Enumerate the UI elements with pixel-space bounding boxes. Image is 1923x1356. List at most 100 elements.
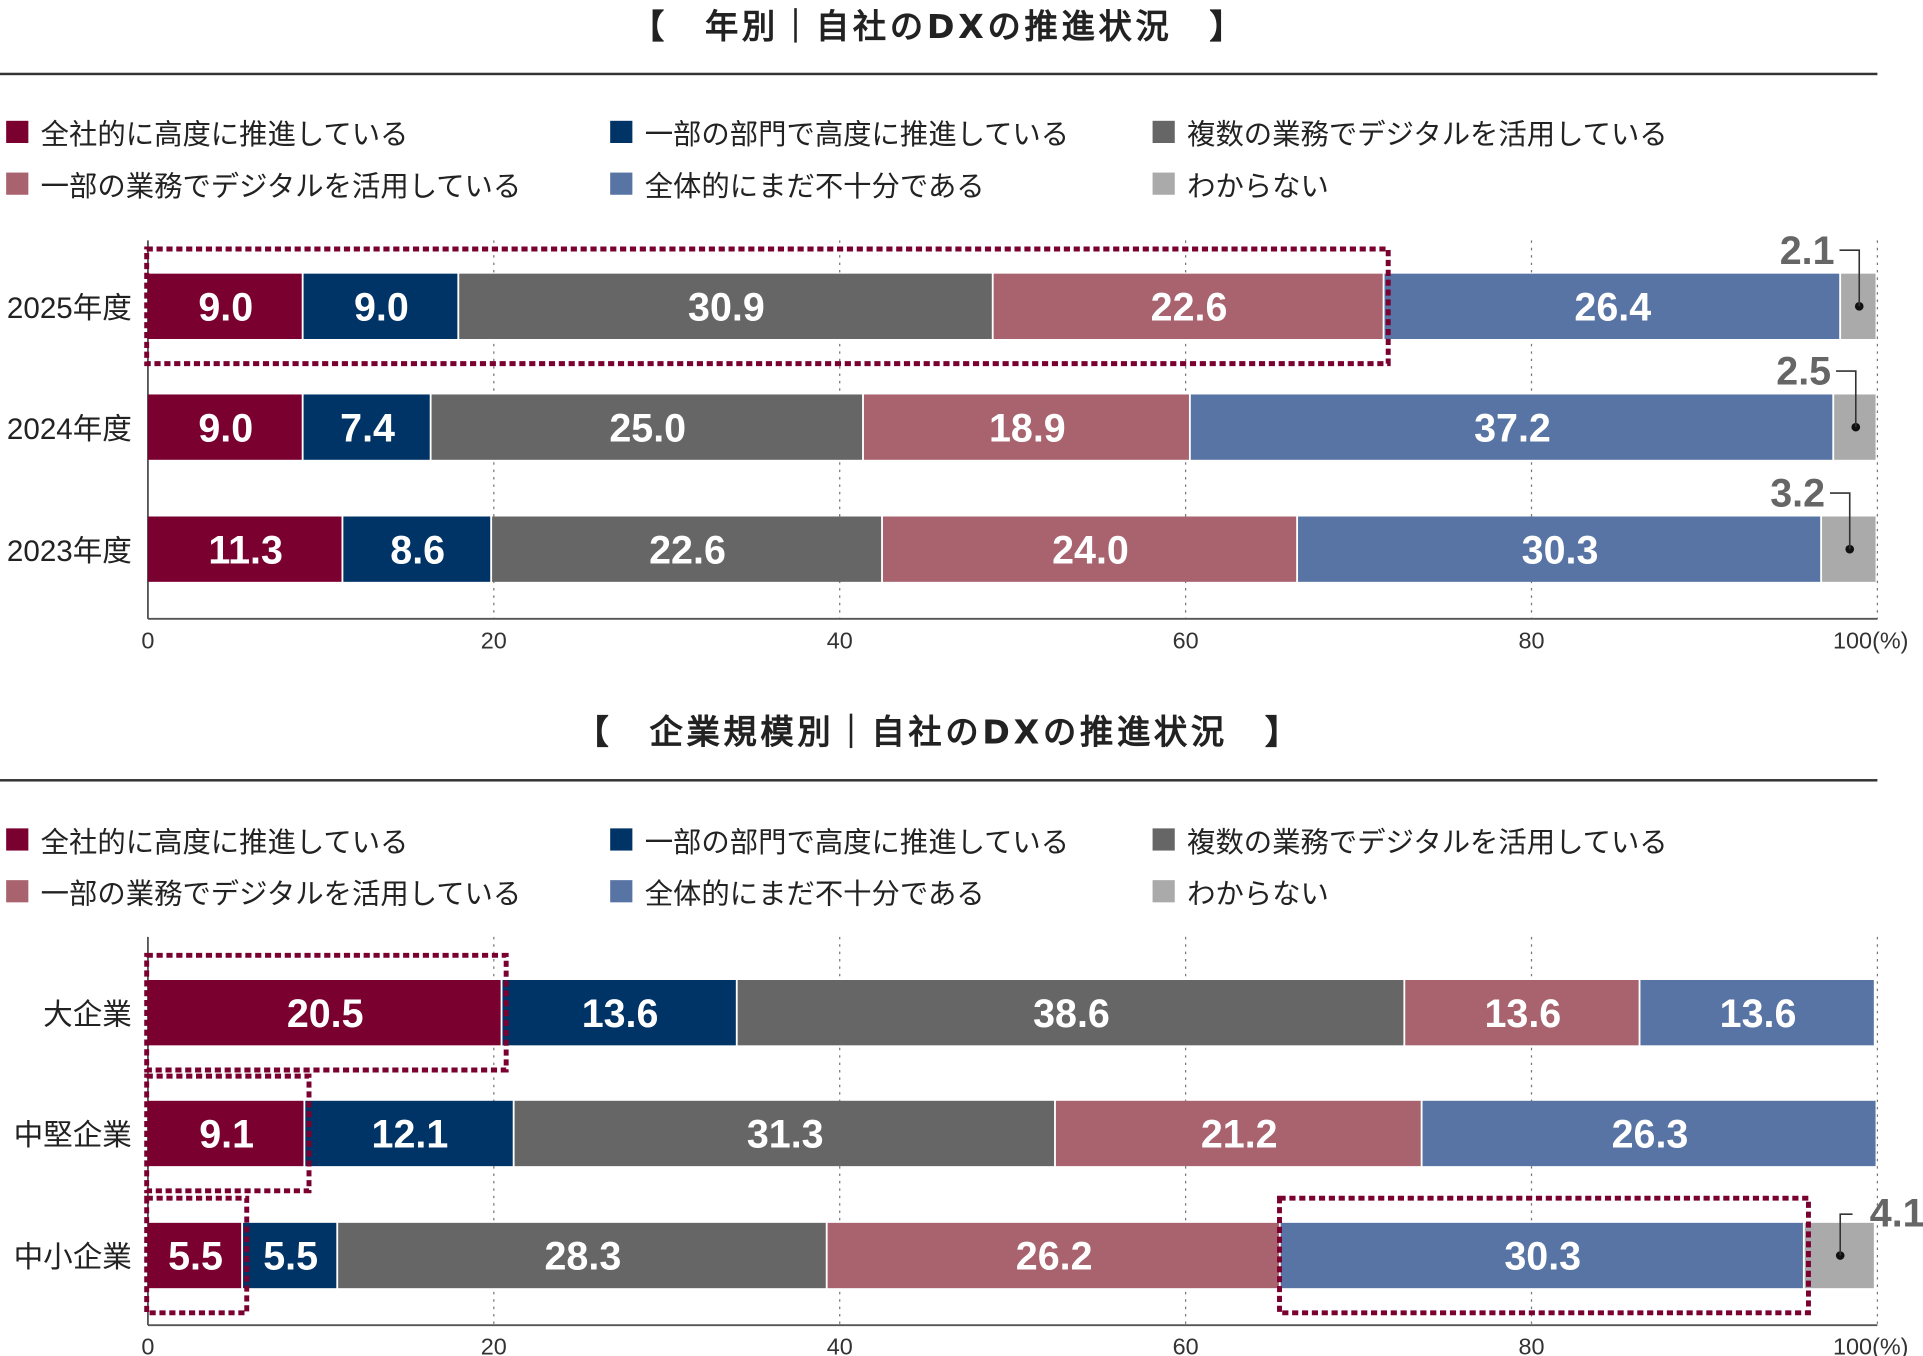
data-label: 22.6 xyxy=(649,528,726,572)
leader-line xyxy=(1839,249,1861,307)
legend-swatch xyxy=(610,120,633,143)
legend-swatch xyxy=(1152,828,1175,851)
category-label: 2024年度 xyxy=(7,413,132,446)
data-label: 5.5 xyxy=(263,1235,318,1279)
x-tick-label: 40 xyxy=(827,1334,853,1356)
bar-segment xyxy=(827,1222,1279,1289)
data-label: 22.6 xyxy=(1151,286,1228,330)
bar-segment xyxy=(737,979,1404,1046)
legend-item: 全社的に高度に推進している xyxy=(6,819,408,861)
bar-segment xyxy=(147,1222,242,1289)
stacked-bar-chart-company-size: 0 20 40 60 80 100(%) 大企業 20.5 13.6 38.6 13.6 13.6 中堅… xyxy=(14,936,1923,1356)
data-label: 38.6 xyxy=(1033,992,1110,1036)
leader-line xyxy=(1830,492,1851,550)
x-tick-label: 40 xyxy=(827,627,853,653)
highlight-box xyxy=(1277,1195,1811,1316)
legend-company-size: 全社的に高度に推進している 一部の部門で高度に推進している 複数の業務でデジタルを活… xyxy=(0,819,1877,930)
legend-item: 一部の業務でデジタルを活用している xyxy=(6,163,521,205)
x-tick-label: 0 xyxy=(141,1334,154,1356)
data-label: 30.3 xyxy=(1522,528,1599,572)
bar-segment xyxy=(1384,273,1840,339)
highlight-box xyxy=(144,952,509,1073)
x-tick-label: 60 xyxy=(1173,1334,1199,1356)
legend-swatch xyxy=(610,172,633,195)
bar-segment xyxy=(147,1100,304,1167)
legend-label: 全社的に高度に推進している xyxy=(40,827,409,860)
bar-segment xyxy=(147,516,342,582)
legend-label: 複数の業務でデジタルを活用している xyxy=(1187,827,1668,860)
legend-label: 全社的に高度に推進している xyxy=(40,119,409,152)
leader-line xyxy=(1836,370,1857,428)
data-label: 26.4 xyxy=(1574,286,1651,330)
data-label: 21.2 xyxy=(1201,1113,1278,1157)
legend-swatch xyxy=(6,828,29,851)
title-rule xyxy=(0,72,1878,76)
data-label: 13.6 xyxy=(1720,992,1797,1036)
data-label: 30.3 xyxy=(1504,1235,1581,1279)
legend-item: 一部の部門で高度に推進している xyxy=(610,819,1069,861)
x-tick-label: 100(%) xyxy=(1833,1334,1908,1356)
legend-item: 全体的にまだ不十分である xyxy=(610,870,985,912)
bar-segment xyxy=(303,273,458,339)
bar-segment xyxy=(147,979,501,1046)
bar-segment xyxy=(338,1222,826,1289)
category-label: 2025年度 xyxy=(7,292,132,325)
leader-dot xyxy=(1854,302,1864,311)
data-label: 24.0 xyxy=(1052,528,1129,572)
bar-segment xyxy=(1640,979,1874,1046)
bar-segment xyxy=(1405,979,1639,1046)
data-label: 9.0 xyxy=(198,406,253,450)
legend-item: 全社的に高度に推進している xyxy=(6,111,408,153)
leader-line xyxy=(1839,1213,1853,1256)
legend-swatch xyxy=(1152,880,1175,903)
data-label: 9.1 xyxy=(199,1113,254,1157)
legend-swatch xyxy=(1152,120,1175,143)
bar-segment xyxy=(343,516,491,582)
legend-item: 複数の業務でデジタルを活用している xyxy=(1152,111,1668,153)
bar-segment xyxy=(303,394,430,460)
data-label: 12.1 xyxy=(372,1113,449,1157)
chart-title-yearly: 【 年別｜自社のDXの推進状況 】 xyxy=(630,8,1247,47)
bar-segment xyxy=(147,273,302,339)
bar-segment xyxy=(431,394,863,460)
data-label: 31.3 xyxy=(747,1113,824,1157)
legend-label: 全体的にまだ不十分である xyxy=(644,171,985,204)
stacked-bar-chart-yearly: 0 20 40 60 80 100(%) 2025年度 9.0 9.0 30.9 22.6 26.4 2… xyxy=(7,229,1909,654)
data-label: 9.0 xyxy=(198,286,253,330)
legend-label: 複数の業務でデジタルを活用している xyxy=(1187,119,1668,152)
legend-item: わからない xyxy=(1152,163,1329,205)
bar-segment xyxy=(1190,394,1833,460)
legend-swatch xyxy=(6,120,29,143)
highlight-box xyxy=(144,1195,250,1316)
legend-item: 一部の部門で高度に推進している xyxy=(610,111,1069,153)
title-rule xyxy=(0,779,1878,782)
data-label: 18.9 xyxy=(989,406,1066,450)
legend-label: 一部の部門で高度に推進している xyxy=(644,119,1070,152)
x-tick-label: 100(%) xyxy=(1833,627,1908,653)
bar-segment xyxy=(514,1100,1055,1167)
legend-swatch xyxy=(6,880,29,903)
legend-item: 一部の業務でデジタルを活用している xyxy=(6,870,521,912)
legend-label: 全体的にまだ不十分である xyxy=(644,878,985,911)
highlight-box xyxy=(144,1073,312,1194)
legend-item: 複数の業務でデジタルを活用している xyxy=(1152,819,1668,861)
data-label: 37.2 xyxy=(1474,406,1551,450)
bar-segment xyxy=(492,516,882,582)
data-label: 9.0 xyxy=(354,286,409,330)
legend-label: 一部の業務でデジタルを活用している xyxy=(40,171,522,204)
x-tick-label: 20 xyxy=(481,627,507,653)
legend-yearly: 全社的に高度に推進している 一部の部門で高度に推進している 複数の業務でデジタルを活… xyxy=(0,111,1877,222)
x-tick-label: 80 xyxy=(1518,627,1544,653)
x-tick-label: 20 xyxy=(481,1334,507,1356)
legend-item: わからない xyxy=(1152,870,1329,912)
bar-segment xyxy=(305,1100,513,1167)
category-label: 大企業 xyxy=(43,998,132,1031)
legend-item: 全体的にまだ不十分である xyxy=(610,163,985,205)
legend-label: 一部の部門で高度に推進している xyxy=(644,827,1070,860)
data-label: 13.6 xyxy=(582,992,659,1036)
bar-segment xyxy=(502,979,736,1046)
legend-label: わからない xyxy=(1187,878,1329,911)
bar-segment xyxy=(993,273,1383,339)
data-label: 20.5 xyxy=(287,992,364,1036)
x-tick-label: 80 xyxy=(1518,1334,1544,1356)
